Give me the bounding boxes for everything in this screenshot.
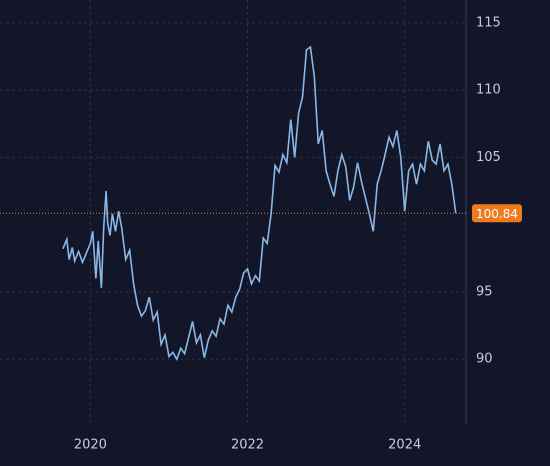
line <box>62 45 457 361</box>
y-tick-label: 115 <box>476 15 501 30</box>
last-value-label: 100.84 <box>476 207 518 221</box>
y-tick-label: 110 <box>476 83 501 98</box>
x-tick-label: 2020 <box>74 438 107 453</box>
x-tick-label: 2022 <box>231 438 264 453</box>
last-value-badge <box>472 204 522 223</box>
y-tick-label: 95 <box>476 284 493 299</box>
y-tick-label: 105 <box>476 150 501 165</box>
x-tick-label: 2024 <box>388 438 421 453</box>
y-tick-label: 90 <box>476 352 493 367</box>
